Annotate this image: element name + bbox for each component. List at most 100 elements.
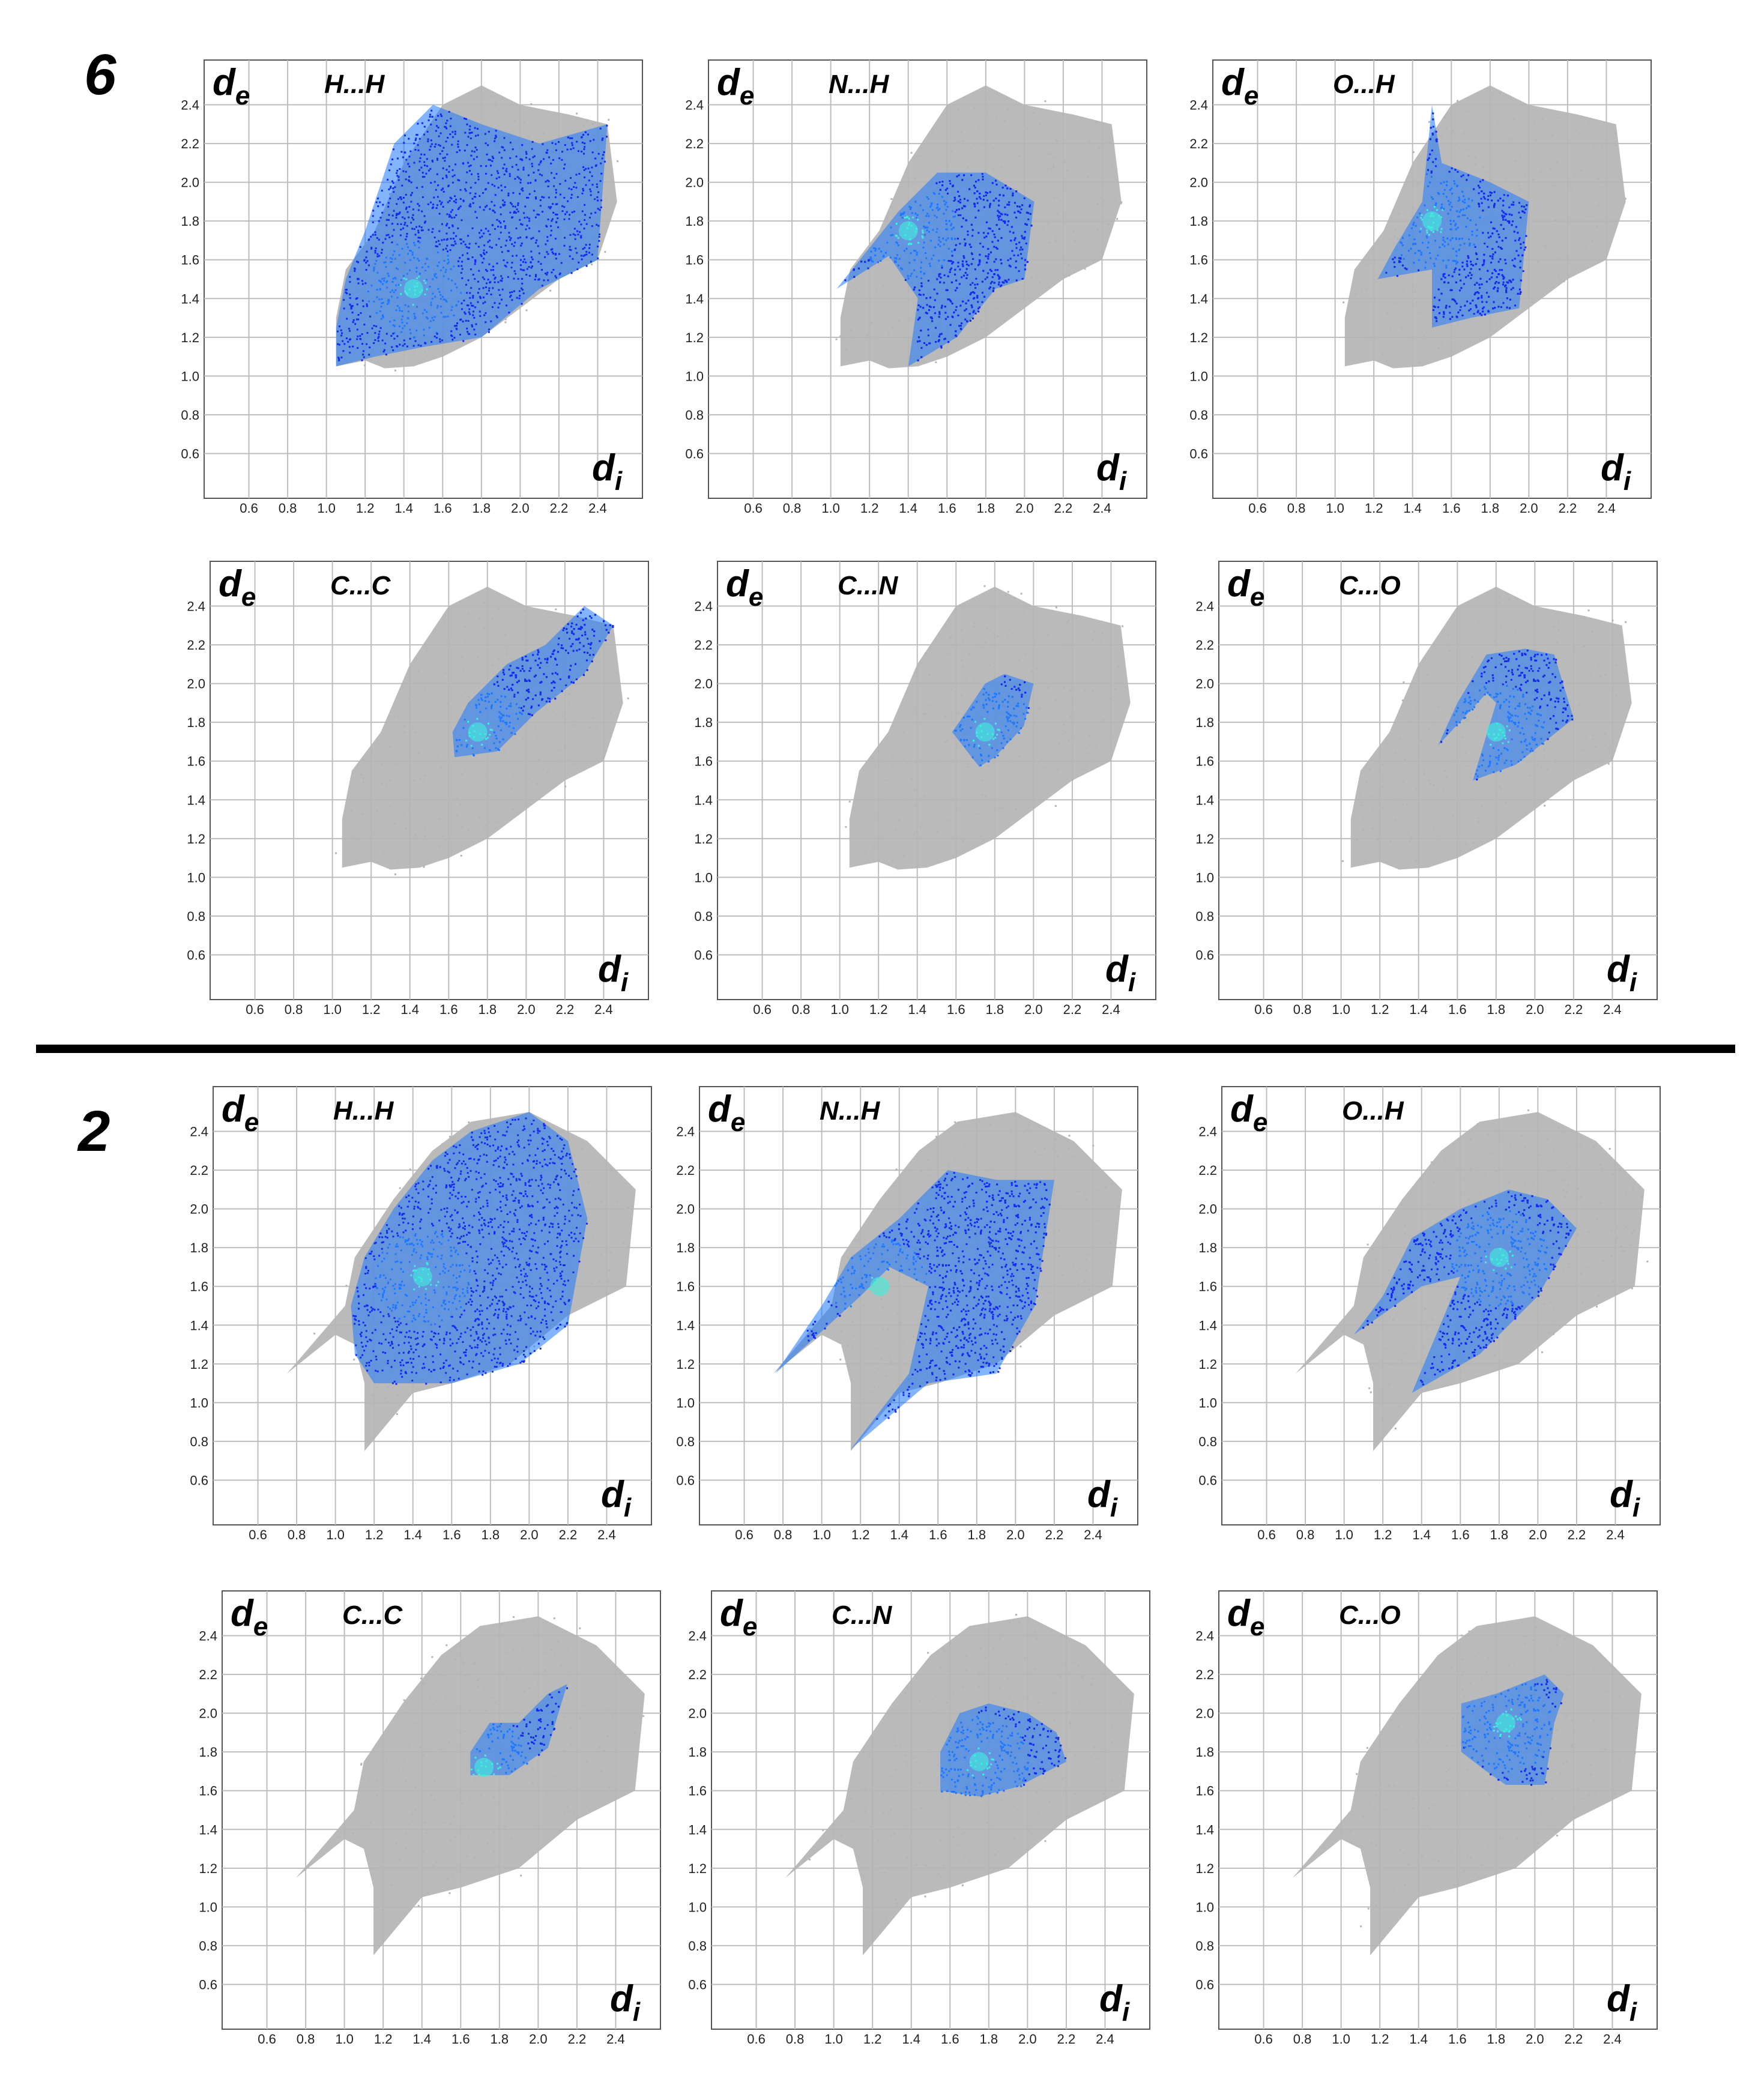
section-divider	[36, 1045, 1735, 1053]
contact-point	[558, 273, 561, 276]
density-hotspot	[403, 279, 423, 299]
background-point	[977, 813, 979, 816]
contact-point	[491, 306, 494, 309]
contact-point	[576, 650, 578, 652]
contact-point	[571, 632, 573, 634]
contact-point	[454, 195, 456, 198]
contact-point	[1482, 307, 1484, 310]
contact-point	[948, 220, 950, 222]
contact-point	[495, 130, 497, 132]
contact-point	[545, 243, 547, 246]
contact-point	[1424, 204, 1426, 207]
contact-point	[598, 235, 600, 238]
contact-point	[962, 274, 965, 277]
contact-point	[496, 219, 498, 221]
background-point	[985, 795, 987, 797]
contact-point	[1446, 184, 1448, 187]
contact-point	[1449, 223, 1452, 225]
background-point	[1003, 319, 1006, 322]
contact-point	[402, 201, 405, 204]
contact-point	[429, 149, 431, 151]
contact-point	[413, 256, 415, 259]
contact-point	[964, 205, 966, 208]
contact-point	[569, 234, 572, 236]
background-point	[1004, 594, 1007, 597]
contact-point	[512, 148, 514, 151]
contact-point	[482, 296, 485, 298]
contact-point	[502, 146, 504, 149]
contact-point	[577, 638, 579, 641]
background-point	[1497, 120, 1499, 122]
contact-point	[409, 150, 412, 152]
contact-point	[498, 716, 501, 718]
background-point	[1064, 731, 1066, 734]
contact-point	[1470, 277, 1472, 279]
contact-point	[381, 315, 384, 317]
contact-point	[530, 261, 532, 264]
contact-point	[979, 261, 981, 263]
y-tick-label: 2.4	[181, 98, 199, 113]
contact-point	[456, 322, 459, 325]
contact-point	[515, 674, 518, 677]
contact-point	[498, 289, 500, 291]
contact-point	[408, 216, 410, 219]
background-point	[990, 295, 992, 297]
background-point	[403, 725, 406, 728]
contact-point	[597, 191, 600, 193]
contact-point	[966, 320, 968, 322]
contact-point	[367, 290, 369, 292]
contact-point	[1455, 228, 1457, 231]
contact-point	[1431, 132, 1434, 134]
contact-point	[518, 680, 520, 682]
contact-point	[958, 325, 961, 327]
contact-point	[528, 266, 530, 268]
contact-point	[571, 137, 573, 139]
background-point	[442, 835, 444, 837]
contact-point	[995, 183, 998, 186]
contact-point	[991, 281, 993, 283]
contact-point	[494, 277, 496, 280]
contact-point	[570, 249, 572, 252]
contact-point	[491, 692, 493, 695]
contact-point	[572, 681, 575, 684]
contact-point	[567, 623, 569, 626]
contact-point	[932, 229, 934, 231]
background-point	[956, 746, 958, 749]
contact-point	[464, 313, 467, 315]
contact-point	[1456, 184, 1458, 187]
background-point	[1402, 289, 1404, 291]
contact-point	[488, 130, 490, 133]
x-tick-label: 1.6	[1442, 501, 1461, 516]
contact-point	[949, 268, 952, 271]
contact-point	[451, 143, 453, 146]
contact-point	[1012, 195, 1014, 197]
contact-point	[427, 140, 429, 142]
contact-point	[496, 316, 498, 319]
contact-point	[949, 183, 952, 185]
contact-point	[853, 276, 856, 278]
contact-point	[1472, 264, 1474, 267]
contact-point	[591, 629, 594, 631]
contact-point	[513, 245, 515, 247]
contact-point	[1452, 220, 1455, 222]
contact-point	[548, 196, 550, 199]
contact-point	[349, 281, 351, 283]
contact-point	[475, 323, 477, 325]
contact-point	[918, 336, 920, 339]
contact-point	[394, 277, 396, 279]
contact-point	[518, 707, 521, 709]
contact-point	[549, 207, 551, 210]
background-point	[389, 805, 391, 807]
contact-point	[914, 250, 917, 252]
contact-point	[471, 324, 473, 327]
contact-point	[482, 302, 485, 304]
background-point	[1117, 666, 1120, 668]
contact-point	[510, 705, 512, 707]
contact-point	[444, 125, 446, 128]
contact-point	[445, 247, 447, 250]
contact-point	[450, 244, 453, 246]
contact-point	[392, 277, 394, 280]
background-point	[961, 641, 964, 644]
contact-point	[1502, 277, 1505, 280]
background-point	[927, 704, 929, 707]
